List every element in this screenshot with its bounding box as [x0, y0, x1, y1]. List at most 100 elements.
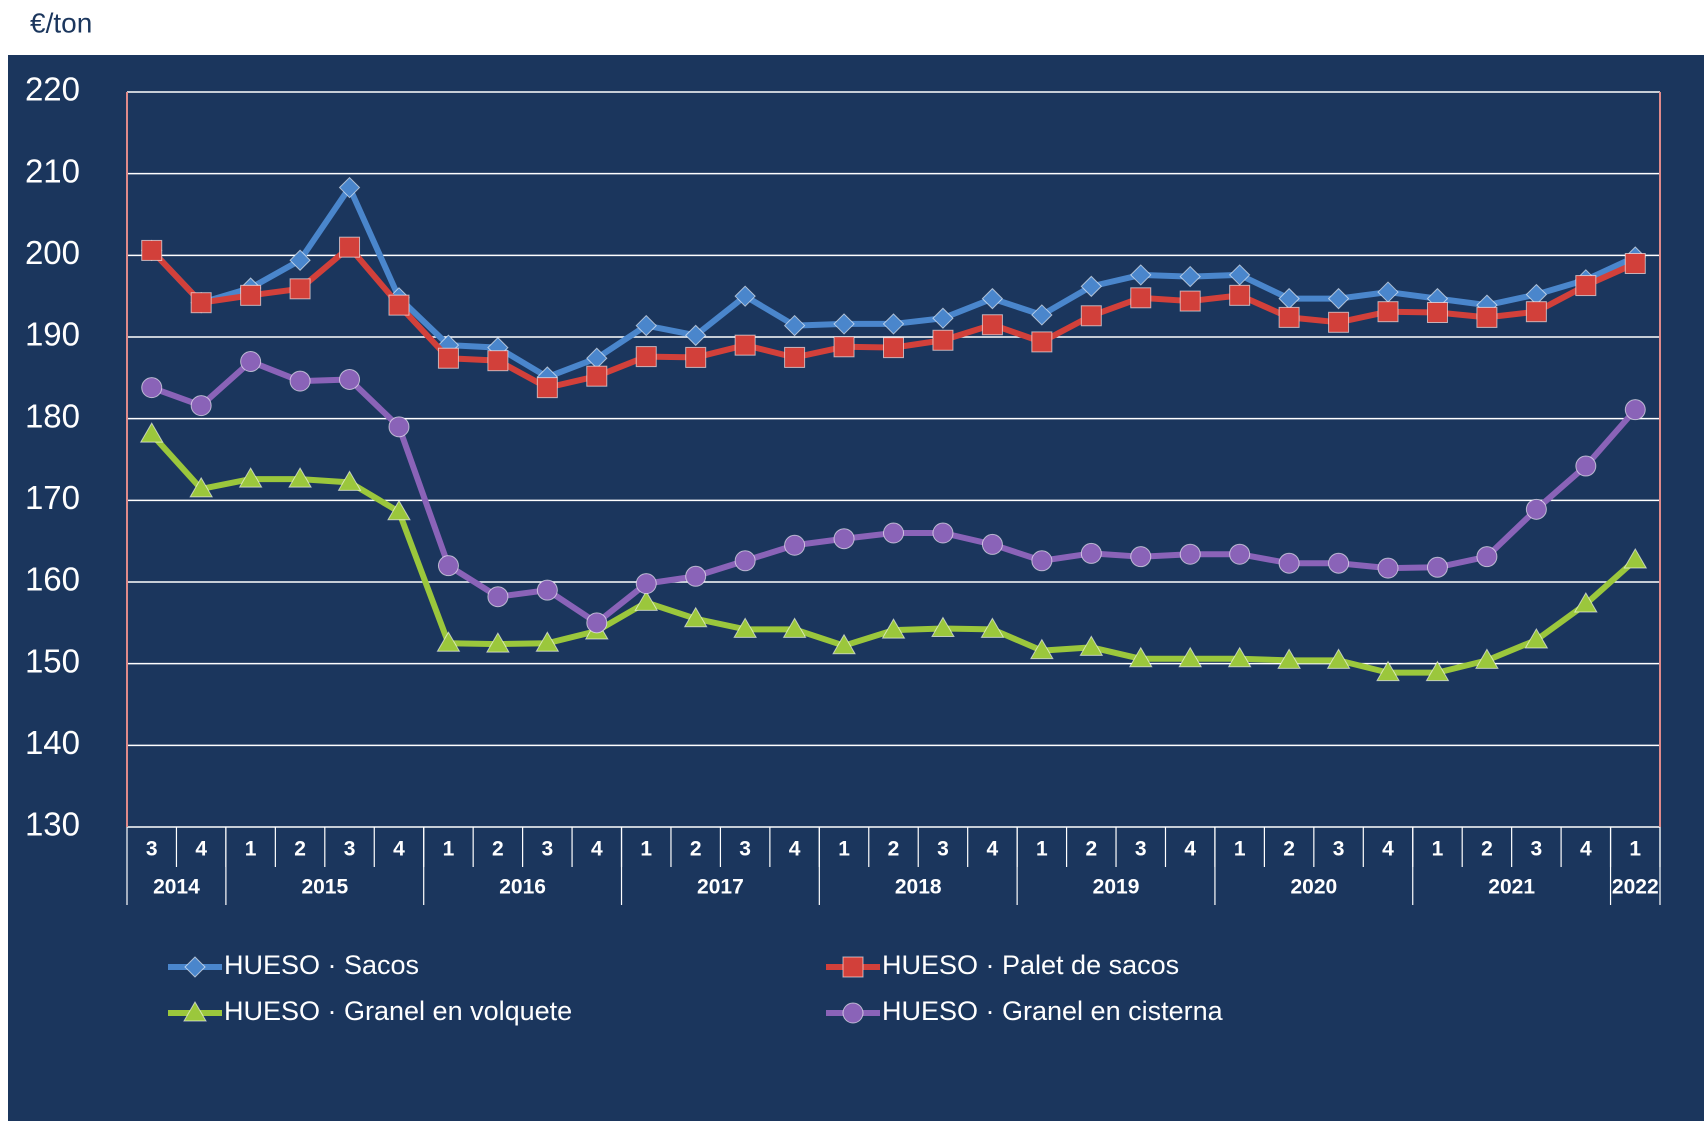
x-tick-label: 3 [1333, 838, 1345, 861]
triangle-marker [1326, 648, 1351, 669]
square-marker [932, 329, 954, 351]
triangle-marker [436, 631, 461, 652]
square-marker [1130, 287, 1152, 309]
y-axis-label: €/ton [30, 7, 92, 38]
circle-marker [437, 555, 459, 577]
x-tick-label: 4 [987, 838, 999, 861]
square-marker [1377, 301, 1399, 323]
year-label: 2022 [1612, 876, 1659, 899]
circle-marker [1229, 543, 1251, 565]
circle-marker [883, 522, 904, 544]
x-tick-label: 1 [1432, 838, 1444, 861]
x-tick-label: 4 [591, 838, 603, 861]
square-marker [339, 236, 361, 258]
triangle-marker [1425, 660, 1450, 682]
square-marker [833, 336, 855, 358]
triangle-marker [683, 606, 708, 628]
square-marker [1476, 306, 1498, 328]
y-tick-label: 190 [25, 316, 80, 353]
triangle-marker [782, 617, 807, 638]
square-marker [437, 347, 459, 369]
x-tick-label: 2 [1085, 838, 1097, 861]
square-marker [190, 292, 212, 314]
triangle-marker [931, 616, 955, 638]
x-tick-label: 2 [690, 838, 702, 861]
x-tick-label: 3 [937, 838, 949, 861]
circle-marker [1278, 552, 1300, 574]
x-tick-label: 4 [195, 838, 207, 861]
circle-marker [1525, 498, 1547, 520]
square-marker [734, 334, 756, 356]
triangle-marker [387, 499, 411, 521]
x-tick-label: 4 [1184, 838, 1196, 861]
triangle-marker [1475, 648, 1499, 669]
circle-marker [1031, 550, 1053, 572]
diamond-marker [1327, 287, 1350, 310]
triangle-marker [1524, 627, 1549, 649]
square-marker [1031, 331, 1053, 353]
circle-marker [734, 550, 756, 572]
circle-marker [141, 377, 163, 399]
year-label: 2017 [697, 876, 744, 899]
x-tick-label: 3 [739, 838, 751, 861]
x-tick-label: 1 [245, 838, 257, 861]
square-marker [1229, 284, 1251, 306]
x-tick-label: 2 [492, 838, 504, 861]
diamond-marker [783, 314, 806, 337]
x-tick-label: 1 [1629, 838, 1641, 861]
year-label: 2015 [301, 876, 348, 899]
circle-marker [536, 579, 558, 601]
diamond-marker [1179, 265, 1201, 288]
diamond-marker [932, 307, 954, 329]
y-tick-label: 200 [25, 234, 80, 271]
circle-marker [240, 351, 262, 372]
circle-marker [289, 370, 311, 392]
x-tick-label: 4 [1580, 838, 1592, 861]
circle-marker [1476, 546, 1498, 568]
diamond-marker [338, 176, 361, 199]
year-label: 2021 [1488, 876, 1535, 899]
x-tick-label: 3 [146, 838, 158, 861]
x-tick-label: 2 [294, 838, 306, 861]
triangle-marker [337, 470, 362, 491]
triangle-marker [1623, 547, 1648, 569]
triangle-marker [1376, 660, 1400, 682]
circle-marker [388, 416, 410, 438]
legend-label: HUESO · Granel en cisterna [882, 996, 1224, 1026]
square-marker [1575, 275, 1597, 297]
square-marker [1179, 290, 1201, 312]
diamond-marker [833, 313, 855, 335]
triangle-marker [535, 631, 560, 652]
diamond-marker [184, 956, 206, 978]
square-marker [1624, 253, 1646, 274]
diamond-marker [1130, 264, 1152, 286]
triangle-marker [1227, 646, 1252, 668]
square-marker [1278, 306, 1300, 328]
triangle-marker [1128, 646, 1153, 668]
triangle-marker [189, 476, 214, 498]
triangle-marker [486, 632, 510, 653]
square-marker [141, 239, 163, 261]
year-label: 2019 [1093, 876, 1140, 899]
circle-marker [1179, 543, 1201, 565]
triangle-marker [183, 1001, 207, 1022]
triangle-marker [634, 590, 659, 611]
circle-marker [1130, 546, 1152, 568]
x-tick-label: 4 [393, 838, 405, 861]
triangle-marker [1029, 638, 1054, 660]
x-tick-label: 4 [789, 838, 801, 861]
circle-marker [635, 573, 657, 595]
triangle-marker [980, 617, 1005, 638]
x-tick-label: 2 [1481, 838, 1493, 861]
x-tick-label: 1 [838, 838, 850, 861]
chart-background [8, 55, 1704, 1121]
square-marker [635, 346, 657, 368]
circle-marker [1426, 556, 1448, 578]
circle-marker [833, 528, 855, 550]
triangle-marker [733, 617, 758, 638]
x-tick-label: 1 [1036, 838, 1048, 861]
circle-marker [1080, 542, 1102, 564]
circle-marker [842, 1002, 864, 1024]
y-tick-label: 210 [25, 152, 80, 189]
diamond-marker [289, 249, 311, 271]
